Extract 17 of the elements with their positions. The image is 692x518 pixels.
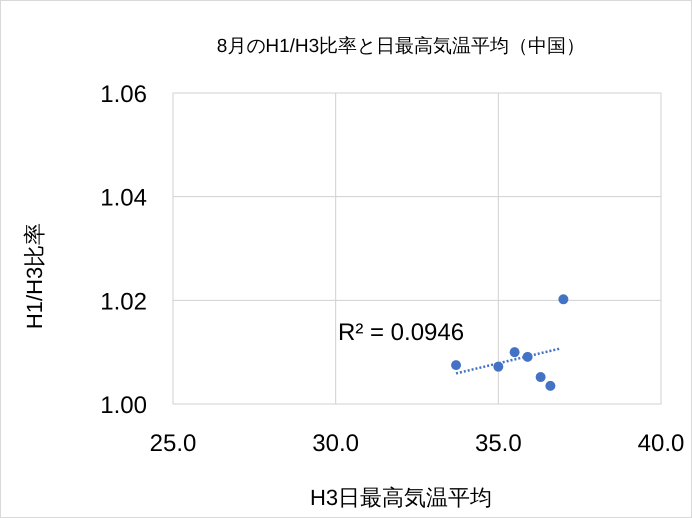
point	[545, 380, 556, 391]
point	[536, 372, 546, 382]
y-tick-label: 1.04	[100, 184, 147, 212]
x-tick-label: 35.0	[474, 430, 522, 457]
x-axis-title: H3日最高気温平均	[310, 485, 492, 510]
x-tick-label: 40.0	[638, 430, 684, 457]
point	[510, 347, 520, 358]
y-tick-label: 1.00	[100, 392, 147, 419]
y-axis-title: H1/H3比率	[22, 222, 47, 330]
x-tick-label: 30.0	[312, 430, 360, 457]
point	[558, 294, 568, 304]
y-tick-label: 1.02	[100, 288, 147, 316]
y-tick-label: 1.06	[100, 81, 147, 108]
x-tick-label: 25.0	[150, 430, 196, 457]
annotation: R² = 0.0946	[338, 319, 464, 346]
chart-title: 8月のH1/H3比率と日最高気温平均（中国）	[216, 35, 586, 57]
point	[451, 360, 462, 370]
